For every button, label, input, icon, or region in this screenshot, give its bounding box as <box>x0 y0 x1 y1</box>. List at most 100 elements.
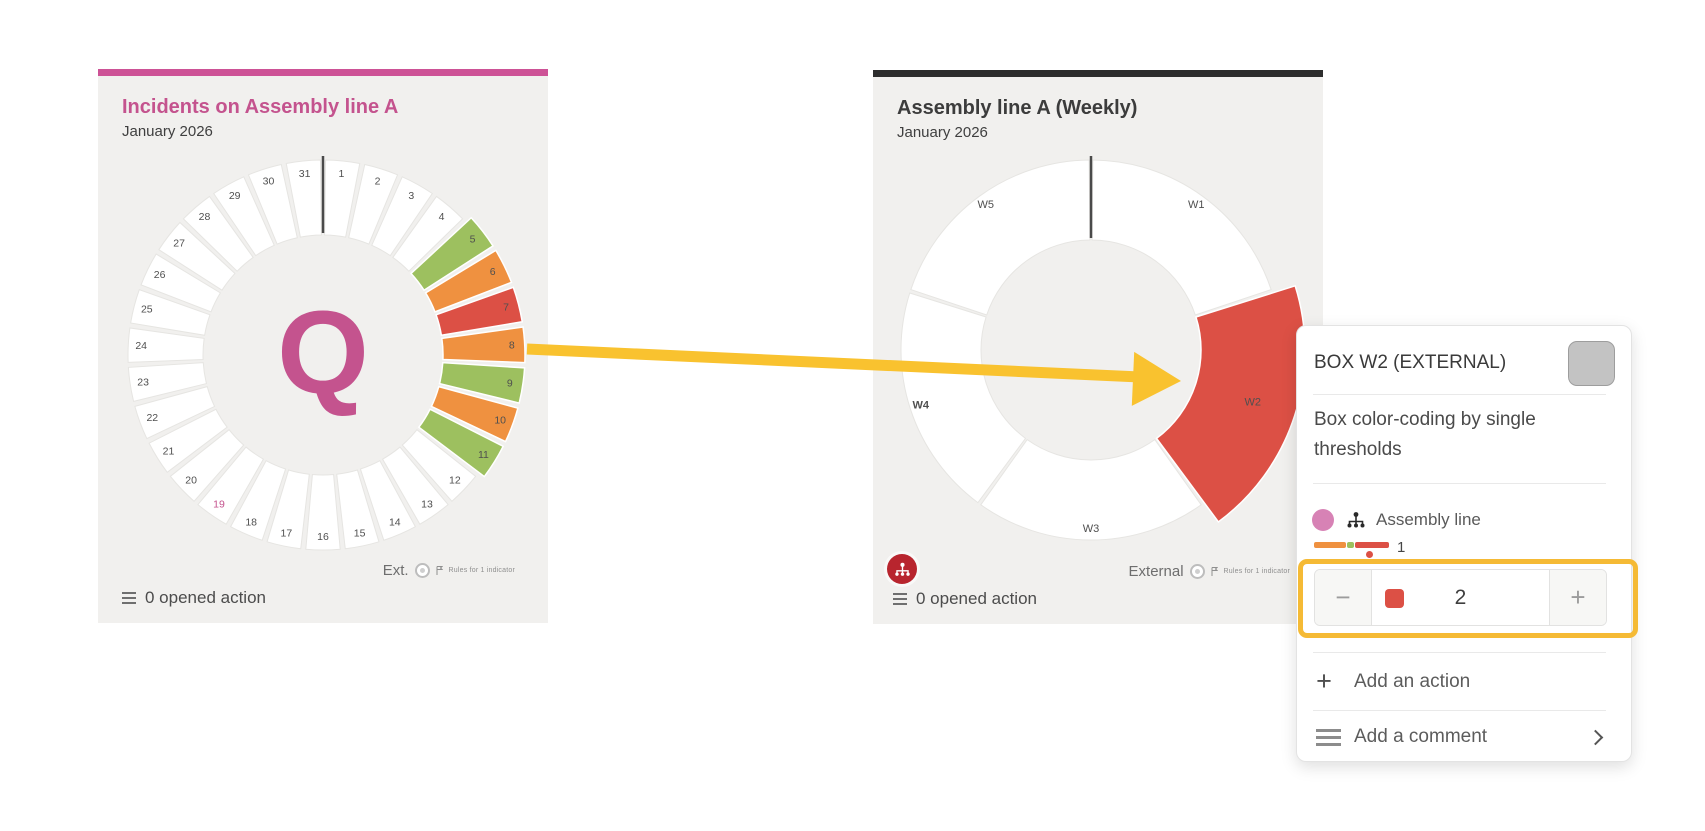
daily-segment-21[interactable] <box>148 408 228 474</box>
decrement-button[interactable]: − <box>1315 570 1372 625</box>
plus-icon: + <box>1316 666 1332 696</box>
indicator-row[interactable]: Assembly line <box>1312 507 1481 533</box>
daily-segment-3[interactable] <box>371 176 433 257</box>
daily-segment-2[interactable] <box>348 163 399 245</box>
popup-title: BOX W2 (EXTERNAL) <box>1314 352 1507 373</box>
daily-segment-24[interactable] <box>127 327 205 363</box>
box-details-popup: BOX W2 (EXTERNAL) Box color-coding by si… <box>1296 325 1638 763</box>
daily-segment-15[interactable] <box>336 469 380 550</box>
weekly-segment-W3[interactable] <box>980 438 1202 541</box>
hierarchy-badge <box>887 554 917 584</box>
daily-segment-25[interactable] <box>130 289 211 336</box>
daily-label-13: 13 <box>421 498 433 510</box>
list-icon <box>122 592 136 594</box>
daily-label-20: 20 <box>185 474 197 486</box>
daily-segment-10[interactable] <box>430 385 519 443</box>
external-label: Ext. <box>382 561 409 579</box>
daily-segment-27[interactable] <box>158 221 236 291</box>
daily-segment-4[interactable] <box>392 195 464 272</box>
target-icon <box>414 562 430 578</box>
daily-label-16: 16 <box>317 531 329 543</box>
daily-segment-30[interactable] <box>247 163 298 245</box>
add-action-button[interactable]: + Add an action <box>1297 653 1631 710</box>
weekly-label-W2: W2 <box>1244 397 1261 409</box>
daily-segment-12[interactable] <box>401 428 477 502</box>
opened-actions-link[interactable]: 0 opened action <box>893 587 1037 611</box>
flag-icon <box>436 565 443 575</box>
card-subtitle: January 2026 <box>122 123 213 140</box>
indicator-color-dot <box>1312 509 1334 531</box>
daily-segment-31[interactable] <box>285 159 322 238</box>
threshold-value: 1 <box>1397 539 1406 556</box>
daily-segment-29[interactable] <box>213 176 275 257</box>
divider <box>1313 394 1606 395</box>
daily-label-18: 18 <box>245 516 257 528</box>
add-comment-button[interactable]: Add a comment <box>1297 711 1631 763</box>
opened-actions-label: 0 opened action <box>145 588 266 607</box>
daily-segment-13[interactable] <box>381 446 449 525</box>
weekly-label-W4: W4 <box>913 399 930 411</box>
rules-label: Rules for 1 indicator <box>448 566 515 574</box>
daily-segment-14[interactable] <box>359 459 417 541</box>
daily-label-6: 6 <box>490 266 496 278</box>
daily-label-24: 24 <box>135 340 147 352</box>
increment-button[interactable]: + <box>1549 570 1606 625</box>
daily-label-7: 7 <box>503 302 509 314</box>
flag-icon <box>1211 566 1218 576</box>
daily-segment-8[interactable] <box>440 326 526 364</box>
daily-label-17: 17 <box>281 527 293 539</box>
daily-label-5: 5 <box>470 233 476 245</box>
daily-segment-28[interactable] <box>182 195 254 272</box>
daily-label-23: 23 <box>137 377 149 389</box>
current-color-swatch <box>1385 589 1404 608</box>
daily-segment-23[interactable] <box>127 362 208 403</box>
card-accent-bar <box>873 70 1323 77</box>
daily-segment-5[interactable] <box>409 216 495 292</box>
external-label: External <box>1128 562 1184 580</box>
rules-info-row[interactable]: Ext. Rules for 1 indicator <box>383 561 515 579</box>
chevron-right-icon <box>1587 729 1604 745</box>
threshold-marker-dot <box>1366 551 1373 558</box>
weekly-label-W1: W1 <box>1188 199 1205 211</box>
rules-info-row[interactable]: External Rules for 1 indicator <box>1129 562 1290 580</box>
daily-segment-1[interactable] <box>324 159 361 238</box>
daily-segment-7[interactable] <box>435 286 524 337</box>
daily-segment-17[interactable] <box>266 469 310 550</box>
target-icon <box>1189 563 1205 579</box>
card-title: Assembly line A (Weekly) <box>897 97 1138 119</box>
popup-description: Box color-coding by single thresholds <box>1314 409 1536 460</box>
value-stepper: − 2 + <box>1314 569 1607 626</box>
daily-segment-6[interactable] <box>424 249 513 313</box>
daily-label-28: 28 <box>199 211 211 223</box>
daily-label-4: 4 <box>439 211 445 223</box>
threshold-segment-green <box>1347 542 1354 548</box>
daily-label-1: 1 <box>338 168 344 180</box>
daily-segment-26[interactable] <box>140 253 222 313</box>
stepper-value-cell: 2 <box>1372 570 1549 625</box>
weekly-wheel-chart: W1 W2 W3 W4 W5 <box>900 156 1306 541</box>
opened-actions-link[interactable]: 0 opened action <box>122 586 266 610</box>
daily-segment-18[interactable] <box>229 459 287 541</box>
daily-segment-9[interactable] <box>438 361 526 404</box>
hierarchy-icon <box>1347 512 1365 528</box>
threshold-scale: 1 <box>1314 539 1444 560</box>
box-color-swatch-button[interactable] <box>1568 340 1615 386</box>
daily-label-19: 19 <box>213 498 225 510</box>
daily-segment-16[interactable] <box>305 473 341 551</box>
daily-wheel-chart: 1234567891011121314151617181920212223242… <box>127 156 526 551</box>
daily-label-25: 25 <box>141 303 153 315</box>
daily-label-10: 10 <box>494 415 506 427</box>
daily-segment-20[interactable] <box>169 428 245 502</box>
threshold-segment-red <box>1355 542 1389 548</box>
weekly-segment-W5[interactable] <box>910 159 1091 316</box>
daily-segment-22[interactable] <box>134 385 216 440</box>
card-subtitle: January 2026 <box>897 124 988 141</box>
comment-lines-icon <box>1316 728 1341 732</box>
daily-label-2: 2 <box>375 175 381 187</box>
add-comment-label: Add a comment <box>1354 726 1488 747</box>
daily-segment-11[interactable] <box>417 408 505 478</box>
daily-segment-19[interactable] <box>197 446 265 525</box>
center-letter-q: Q <box>277 287 369 419</box>
weekly-segment-W1[interactable] <box>1091 159 1272 316</box>
